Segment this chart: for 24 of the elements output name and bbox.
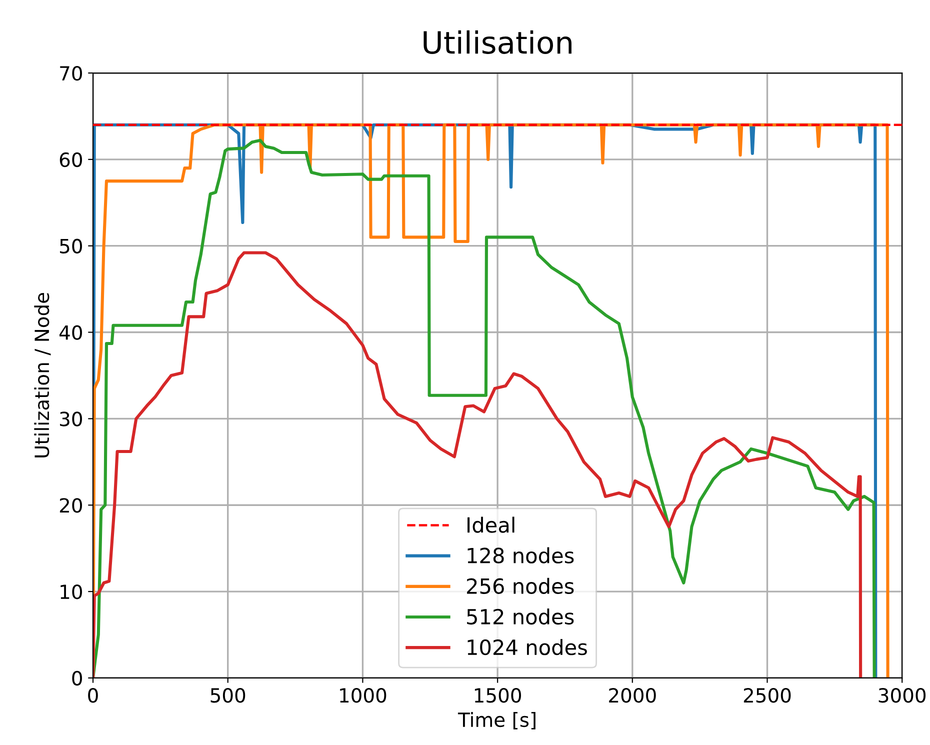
x-tick-label: 0 [88, 688, 98, 703]
y-tick-label: 30 [60, 412, 82, 426]
x-tick-label: 2500 [744, 688, 791, 703]
x-axis-title: Time [s] [458, 712, 536, 730]
x-tick-label: 3000 [878, 688, 926, 703]
y-axis-title: Utilization / Node [34, 292, 51, 458]
legend-label: 512 nodes [467, 608, 574, 625]
y-tick-label: 70 [60, 66, 82, 81]
y-tick-label: 50 [60, 238, 82, 254]
x-tick-label: 1500 [474, 688, 521, 703]
y-tick-label: 20 [60, 498, 82, 513]
legend-label: 256 nodes [467, 578, 574, 594]
line-series [93, 251, 862, 678]
legend-label: 1024 nodes [468, 639, 587, 656]
legend-label: 128 nodes [468, 547, 574, 564]
chart-title: Utilisation [424, 30, 572, 54]
y-tick-label: 10 [60, 584, 82, 600]
y-tick-label: 40 [59, 325, 82, 340]
y-tick-label: 0 [72, 670, 82, 686]
x-tick-label: 2000 [609, 688, 656, 703]
y-tick-label: 60 [60, 152, 82, 168]
legend-label: Ideal [468, 516, 514, 533]
x-tick-label: 500 [210, 688, 246, 703]
x-tick-label: 1000 [340, 688, 386, 703]
